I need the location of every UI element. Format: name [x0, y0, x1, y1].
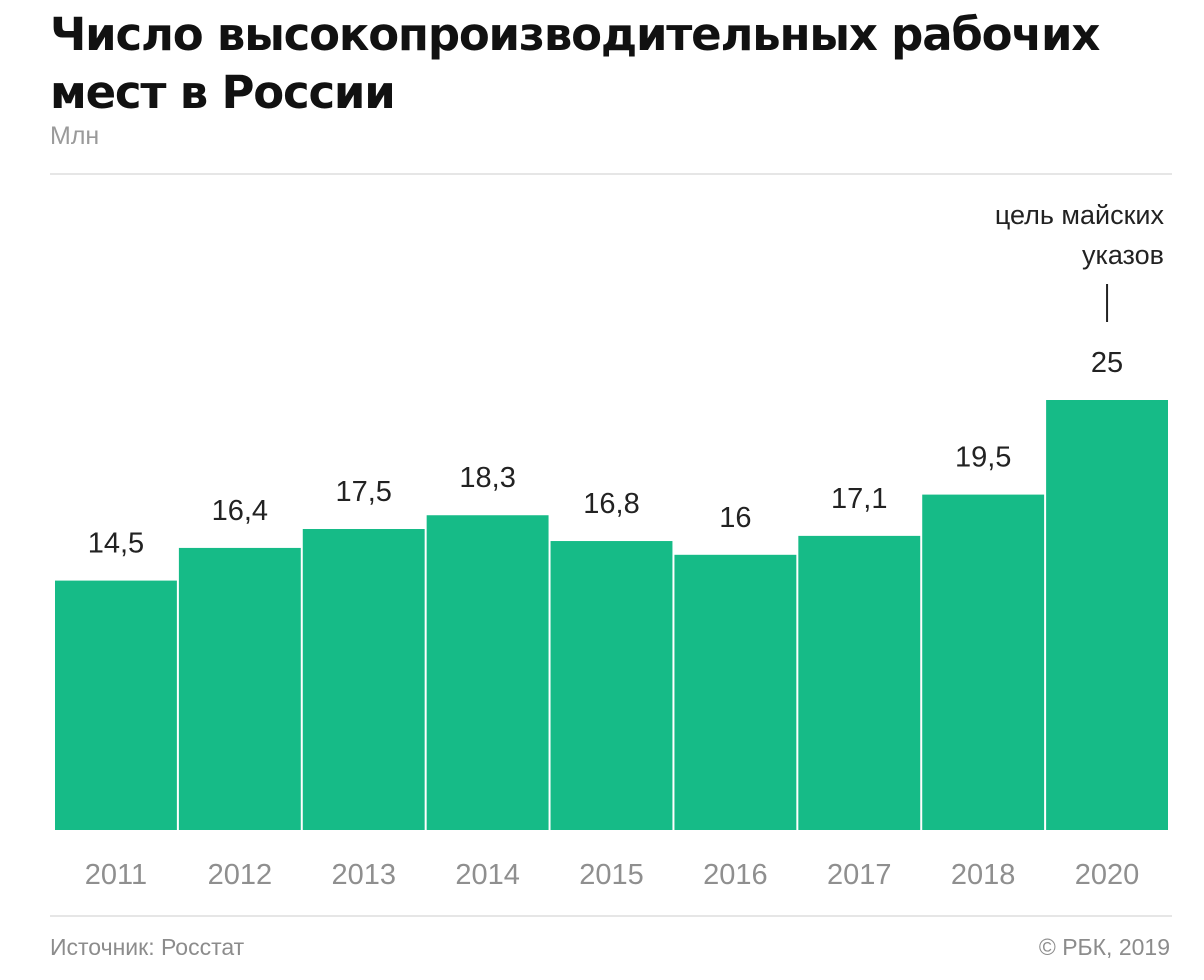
x-tick-label-2013: 2013: [331, 859, 396, 891]
x-tick-label-2018: 2018: [951, 859, 1016, 891]
bar-2017: [798, 535, 921, 830]
value-label-2016: 16: [719, 502, 751, 534]
bar-2016: [674, 554, 797, 830]
unit-label: Млн: [50, 122, 100, 150]
bottom-divider: [50, 915, 1172, 917]
value-label-2015: 16,8: [583, 488, 639, 520]
bar-2014: [426, 515, 549, 830]
copyright-label: © РБК, 2019: [1038, 934, 1170, 960]
x-tick-label-2011: 2011: [85, 859, 147, 891]
source-label: Источник: Росстат: [50, 934, 245, 960]
x-tick-label-2012: 2012: [208, 859, 273, 891]
annotation-text-line-1: цель майских: [995, 200, 1165, 230]
annotation-group: цель майских указов: [995, 200, 1165, 322]
x-tick-label-2017: 2017: [827, 859, 892, 891]
x-tick-labels-group: 2011 2012 2013 2014 2015 2016 2017 2018 2020: [85, 859, 1140, 891]
bar-2011: [55, 580, 177, 830]
bar-2013: [302, 529, 425, 830]
bar-2015: [550, 541, 673, 830]
value-label-2012: 16,4: [212, 495, 268, 527]
value-label-2011: 14,5: [88, 528, 144, 560]
bars-group: [55, 400, 1168, 830]
value-label-2018: 19,5: [955, 442, 1011, 474]
chart-title: Число высокопроизводительных рабочих мес…: [50, 8, 1100, 119]
x-tick-label-2015: 2015: [579, 859, 644, 891]
bar-2018: [922, 494, 1045, 830]
value-label-2014: 18,3: [459, 462, 515, 494]
annotation-text-line-2: указов: [1082, 240, 1164, 270]
x-tick-label-2020: 2020: [1075, 859, 1140, 891]
value-label-2020: 25: [1091, 347, 1123, 379]
x-tick-label-2016: 2016: [703, 859, 768, 891]
value-labels-group: 14,5 16,4 17,5 18,3 16,8 16 17,1 19,5 25: [88, 347, 1123, 560]
top-divider: [50, 173, 1172, 175]
value-label-2013: 17,5: [335, 476, 391, 508]
x-tick-label-2014: 2014: [455, 859, 520, 891]
value-label-2017: 17,1: [831, 483, 887, 515]
bar-2020: [1046, 400, 1168, 830]
bar-2012: [178, 547, 301, 830]
